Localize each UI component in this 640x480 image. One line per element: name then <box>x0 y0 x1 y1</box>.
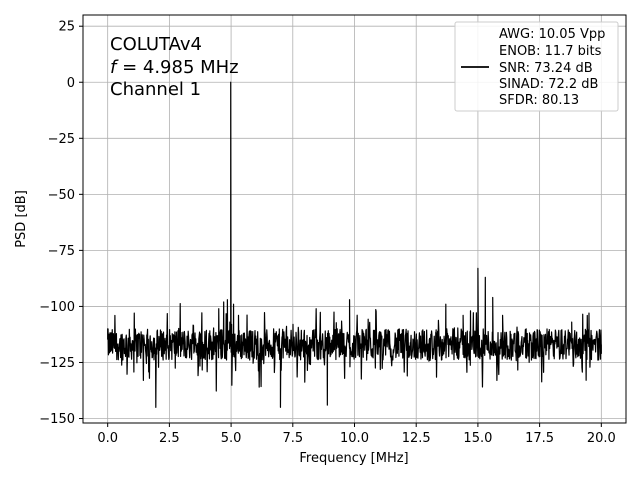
legend-awg: AWG: 10.05 Vpp <box>499 27 605 42</box>
x-tick-label: 2.5 <box>159 431 180 446</box>
y-tick-label: 0 <box>67 76 75 91</box>
x-tick-label: 15.0 <box>463 431 492 446</box>
legend-box <box>454 21 619 112</box>
y-axis-label: PSD [dB] <box>14 190 29 248</box>
annotation-frequency-symbol: f <box>110 57 119 78</box>
legend-sinad: SINAD: 72.2 dB <box>499 77 598 92</box>
x-axis-label: Frequency [MHz] <box>299 451 408 466</box>
annotation-frequency-value: = 4.985 MHz <box>116 57 238 78</box>
legend: AWG: 10.05 Vpp ENOB: 11.7 bits SNR: 73.2… <box>454 21 619 112</box>
x-tick-label: 10.0 <box>340 431 369 446</box>
x-tick-label: 17.5 <box>525 431 554 446</box>
series-line-psd <box>107 81 602 408</box>
y-tick-label: 25 <box>58 20 75 35</box>
legend-enob: ENOB: 11.7 bits <box>499 44 602 59</box>
ticks-layer: 0.0 2.5 5.0 7.5 10.0 12.5 15.0 17.5 20.0 25 0 −25 −5… <box>39 20 616 446</box>
y-tick-label: −50 <box>48 188 75 203</box>
x-tick-label: 0.0 <box>97 431 118 446</box>
series-layer <box>107 81 602 408</box>
y-tick-label: −125 <box>39 356 75 371</box>
y-tick-label: −150 <box>39 412 75 427</box>
annotation-channel: Channel 1 <box>110 79 201 100</box>
x-tick-label: 12.5 <box>402 431 431 446</box>
y-tick-label: −75 <box>48 244 75 259</box>
legend-snr: SNR: 73.24 dB <box>499 61 593 76</box>
x-tick-label: 5.0 <box>221 431 242 446</box>
annotation-frequency: f = 4.985 MHz <box>110 57 239 78</box>
annotation-device: COLUTAv4 <box>110 34 202 55</box>
legend-sfdr: SFDR: 80.13 <box>499 93 579 108</box>
y-tick-label: −25 <box>48 132 75 147</box>
grid-lines <box>83 15 626 423</box>
annotation-block: COLUTAv4 f = 4.985 MHz Channel 1 <box>110 34 239 100</box>
x-tick-label: 7.5 <box>282 431 303 446</box>
x-tick-label: 20.0 <box>587 431 616 446</box>
y-tick-label: −100 <box>39 300 75 315</box>
